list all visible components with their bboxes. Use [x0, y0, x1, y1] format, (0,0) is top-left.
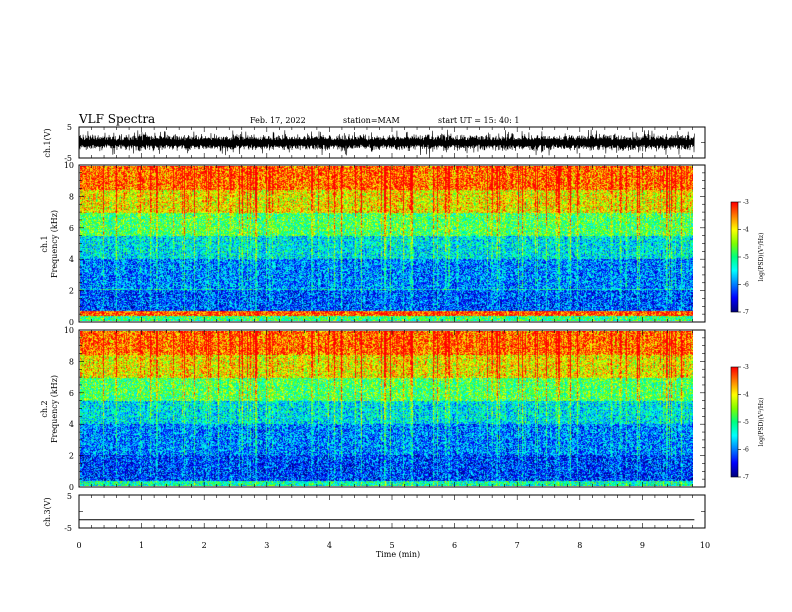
ch2-colorbar-gradient [731, 367, 738, 477]
colorbar-tick-label: -3 [743, 364, 749, 371]
figure-title: VLF Spectra [78, 112, 155, 126]
colorbar-tick-label: -6 [743, 447, 749, 454]
ch1-ytick-top: 5 [67, 123, 72, 132]
x-tick-label: 4 [327, 541, 332, 550]
x-axis-label: Time (min) [376, 550, 420, 559]
ch3-waveform-panel: 5 -5 ch.3(V) [43, 492, 706, 533]
ch2-spectrogram-image [80, 331, 693, 486]
y-tick-label: 4 [69, 255, 74, 264]
x-axis-tick-labels: 0 1 2 3 4 5 6 7 8 9 10 [76, 541, 710, 550]
start-time-label: start UT = 15: 40: 1 [438, 116, 519, 125]
colorbar-tick-label: -5 [743, 419, 749, 426]
ch3-ylabel: ch.3(V) [43, 497, 52, 526]
ch2-colorbar-ticks: -3 -4 -5 -6 -7 [738, 364, 749, 481]
colorbar-tick-label: -3 [743, 199, 749, 206]
y-tick-label: 2 [69, 452, 74, 461]
x-tick-label: 0 [76, 541, 81, 550]
ch3-ytick-bottom: -5 [64, 524, 72, 533]
ch1-colorbar-label: log(PSD)(V²/Hz) [758, 233, 765, 282]
y-tick-label: 10 [64, 326, 74, 335]
y-tick-label: 4 [69, 420, 74, 429]
ch1-spectrogram-image [80, 166, 693, 321]
y-tick-label: 0 [69, 318, 74, 327]
ch1-colorbar: -3 -4 -5 -6 -7 log(PSD)(V²/Hz) [730, 199, 765, 316]
colorbar-tick-label: -6 [743, 282, 749, 289]
y-tick-label: 2 [69, 287, 74, 296]
y-tick-label: 0 [69, 483, 74, 492]
ch1-ytick-bottom: -5 [64, 154, 72, 163]
y-tick-label: 10 [64, 161, 74, 170]
ch2-spectrogram-xticks [78, 330, 706, 487]
x-tick-label: 7 [515, 541, 520, 550]
ch1-waveform-path [78, 129, 695, 156]
y-tick-label: 6 [69, 389, 74, 398]
ch1-waveform-ticks [78, 126, 706, 159]
ch1-colorbar-ticks: -3 -4 -5 -6 -7 [738, 199, 749, 316]
ch1-ylabel: ch.1(V) [43, 128, 52, 157]
ch1-spectrogram-xticks [78, 165, 706, 322]
ch3-waveform-ticks [78, 494, 706, 529]
x-tick-label: 6 [452, 541, 457, 550]
ch2-spectrogram-ylabel-2: Frequency (kHz) [50, 375, 59, 443]
colorbar-tick-label: -4 [743, 392, 749, 399]
colorbar-tick-label: -4 [743, 227, 749, 234]
ch2-spectrogram-ylabel-1: ch.2 [40, 400, 49, 417]
colorbar-tick-label: -7 [743, 309, 749, 316]
x-tick-label: 8 [577, 541, 582, 550]
ch2-spectrogram-panel: 0 2 4 6 8 10 ch.2 Frequency (kHz) [40, 326, 706, 492]
x-tick-label: 1 [139, 541, 144, 550]
ch1-spectrogram-ylabel-1: ch.1 [40, 235, 49, 252]
x-tick-label: 2 [202, 541, 207, 550]
ch3-ytick-top: 5 [67, 492, 72, 501]
ch1-waveform-trace [78, 129, 695, 156]
x-tick-label: 3 [264, 541, 269, 550]
ch2-colorbar-label: log(PSD)(V²/Hz) [758, 398, 765, 447]
x-tick-label: 5 [389, 541, 394, 550]
ch1-colorbar-gradient [731, 202, 738, 312]
x-tick-label: 10 [700, 541, 710, 550]
ch2-colorbar: -3 -4 -5 -6 -7 log(PSD)(V²/Hz) [730, 364, 765, 481]
x-tick-label: 9 [640, 541, 645, 550]
ch1-waveform-panel: 5 -5 ch.1(V) [43, 123, 706, 163]
colorbar-tick-label: -5 [743, 254, 749, 261]
date-label: Feb. 17, 2022 [250, 116, 306, 125]
ch2-freq-ticks: 0 2 4 6 8 10 [64, 326, 705, 492]
y-tick-label: 8 [69, 357, 74, 366]
y-tick-label: 6 [69, 224, 74, 233]
y-tick-label: 8 [69, 192, 74, 201]
ch1-freq-ticks: 0 2 4 6 8 10 [64, 161, 705, 327]
ch1-spectrogram-ylabel-2: Frequency (kHz) [50, 210, 59, 278]
colorbar-tick-label: -7 [743, 474, 749, 481]
station-label: station=MAM [343, 116, 400, 125]
ch1-spectrogram-panel: 0 2 4 6 8 10 ch.1 Frequency (kHz) [40, 161, 706, 327]
